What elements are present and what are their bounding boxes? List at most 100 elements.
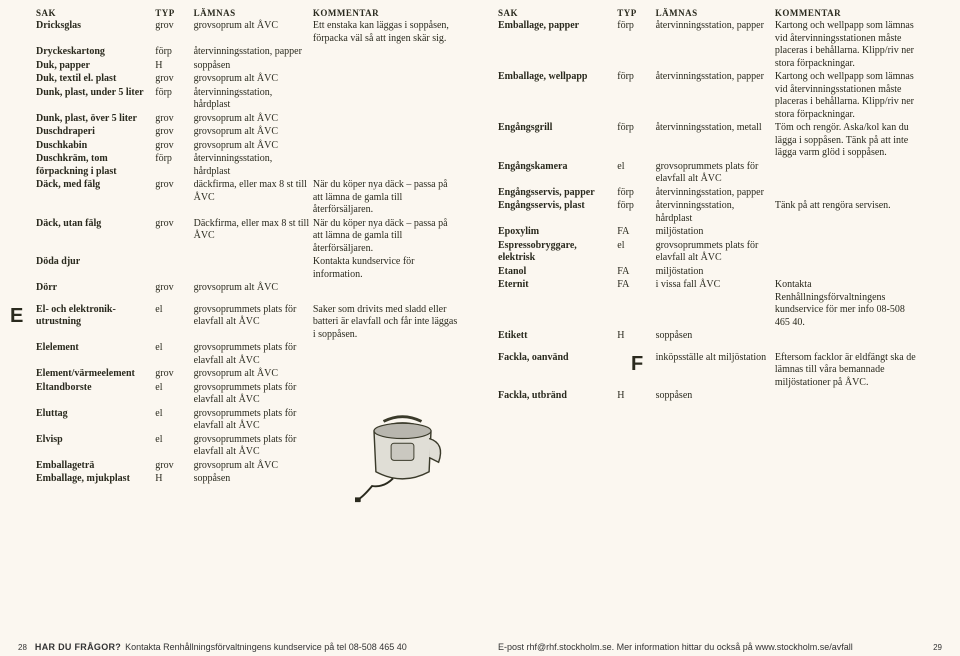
cell-kommentar xyxy=(313,140,462,154)
table-row: Duschdraperigrovgrovsoprum alt ÅVC xyxy=(36,126,462,140)
cell-typ: grov xyxy=(155,282,193,296)
cell-kommentar xyxy=(313,382,462,408)
cell-kommentar xyxy=(313,60,462,74)
cell-kommentar xyxy=(313,368,462,382)
cell-typ: el xyxy=(155,382,193,408)
table-row: El- och elektronik-utrustningEelgrovsopr… xyxy=(36,304,462,343)
cell-kommentar xyxy=(313,342,462,368)
cell-typ: H xyxy=(155,473,193,487)
cell-sak: Element/värmeelement xyxy=(36,368,155,382)
footer-left: 28 HAR DU FRÅGOR? Kontakta Renhållningsf… xyxy=(0,642,480,652)
cell-kommentar: Kartong och wellpapp som lämnas vid åter… xyxy=(775,71,924,122)
cell-typ: el xyxy=(155,304,193,343)
cell-typ: förp xyxy=(155,87,193,113)
cell-kommentar xyxy=(313,153,462,179)
cell-sak: Engångsservis, papper xyxy=(498,187,617,201)
table-row: Element/värmeelementgrovgrovsoprum alt Å… xyxy=(36,368,462,382)
cell-typ: grov xyxy=(155,20,193,46)
cell-sak: El- och elektronik-utrustningE xyxy=(36,304,155,343)
cell-kommentar xyxy=(775,330,924,344)
table-row: Eltandborsteelgrovsoprummets plats för e… xyxy=(36,382,462,408)
cell-sak: Emballage, mjukplast xyxy=(36,473,155,487)
col-typ: TYP xyxy=(617,8,655,20)
cell-lamnas: grovsoprummets plats för elavfall alt ÅV… xyxy=(194,304,313,343)
cell-sak: Eluttag xyxy=(36,408,155,434)
page-spread: SAK TYP LÄMNAS KOMMENTAR Dricksglasgrovg… xyxy=(0,0,960,620)
cell-sak: Engångskamera xyxy=(498,161,617,187)
cell-sak: Dunk, plast, över 5 liter xyxy=(36,113,155,127)
cell-typ: FA xyxy=(617,226,655,240)
cell-sak: Däck, med fälg xyxy=(36,179,155,218)
cell-lamnas: grovsoprum alt ÅVC xyxy=(194,73,313,87)
cell-kommentar xyxy=(313,113,462,127)
cell-typ: grov xyxy=(155,460,193,474)
cell-typ: förp xyxy=(617,71,655,122)
cell-lamnas: grovsoprummets plats för elavfall alt ÅV… xyxy=(656,161,775,187)
cell-typ: grov xyxy=(155,179,193,218)
cell-lamnas: soppåsen xyxy=(194,60,313,74)
footer-left-text: Kontakta Renhållningsförvaltningens kund… xyxy=(125,642,407,652)
cell-typ: grov xyxy=(155,73,193,87)
cell-sak: Dricksglas xyxy=(36,20,155,46)
cell-lamnas: inköpsställe alt miljöstation xyxy=(656,352,775,391)
cell-lamnas: grovsoprum alt ÅVC xyxy=(194,126,313,140)
cell-sak: Etanol xyxy=(498,266,617,280)
cell-kommentar xyxy=(775,161,924,187)
cell-kommentar xyxy=(775,226,924,240)
table-row: EternitFAi vissa fall ÅVCKontakta Renhål… xyxy=(498,279,924,330)
cell-sak: Engångsservis, plast xyxy=(498,200,617,226)
cell-lamnas: grovsoprummets plats för elavfall alt ÅV… xyxy=(194,382,313,408)
cell-sak: Elelement xyxy=(36,342,155,368)
cell-lamnas xyxy=(194,256,313,282)
cell-lamnas: grovsoprum alt ÅVC xyxy=(194,282,313,296)
cell-typ: el xyxy=(155,342,193,368)
table-row: Engångsservis, plastförpåtervinningsstat… xyxy=(498,200,924,226)
section-letter: F xyxy=(631,352,643,377)
cell-lamnas: grovsoprummets plats för elavfall alt ÅV… xyxy=(194,342,313,368)
cell-lamnas: återvinningsstation, papper xyxy=(656,20,775,71)
table-row: Döda djurKontakta kundservice för inform… xyxy=(36,256,462,282)
cell-kommentar: När du köper nya däck – passa på att läm… xyxy=(313,179,462,218)
cell-lamnas: grovsoprum alt ÅVC xyxy=(194,460,313,474)
cell-lamnas: återvinningsstation, papper xyxy=(656,71,775,122)
cell-lamnas: soppåsen xyxy=(194,473,313,487)
cell-lamnas: grovsoprummets plats för elavfall alt ÅV… xyxy=(194,434,313,460)
cell-lamnas: återvinningsstation, hårdplast xyxy=(194,87,313,113)
col-kommentar: KOMMENTAR xyxy=(775,8,924,20)
cell-sak: Etikett xyxy=(498,330,617,344)
cell-typ: H xyxy=(617,330,655,344)
table-row: Däck, med fälggrovdäckfirma, eller max 8… xyxy=(36,179,462,218)
cell-lamnas: återvinningsstation, hårdplast xyxy=(194,153,313,179)
cell-typ: förp xyxy=(617,187,655,201)
col-sak: SAK xyxy=(498,8,617,20)
cell-lamnas: miljöstation xyxy=(656,266,775,280)
cell-sak: Eternit xyxy=(498,279,617,330)
cell-typ: grov xyxy=(155,368,193,382)
cell-typ: förp xyxy=(617,200,655,226)
table-row: Elelementelgrovsoprummets plats för elav… xyxy=(36,342,462,368)
cell-typ: grov xyxy=(155,126,193,140)
cell-typ: förp xyxy=(155,46,193,60)
footer-right-text: E-post rhf@rhf.stockholm.se. Mer informa… xyxy=(498,642,853,652)
cell-typ: el xyxy=(155,434,193,460)
cell-typ: el xyxy=(617,161,655,187)
cell-sak: Elvisp xyxy=(36,434,155,460)
table-row: Dörrgrovgrovsoprum alt ÅVC xyxy=(36,282,462,296)
cell-lamnas: återvinningsstation, papper xyxy=(656,187,775,201)
cell-typ: grov xyxy=(155,113,193,127)
cell-typ: FA xyxy=(617,279,655,330)
cell-sak: Döda djur xyxy=(36,256,155,282)
cell-sak: Emballageträ xyxy=(36,460,155,474)
cell-sak: Duk, textil el. plast xyxy=(36,73,155,87)
cell-sak: Dryckeskartong xyxy=(36,46,155,60)
cell-sak: Duk, papper xyxy=(36,60,155,74)
table-row: Duk, textil el. plastgrovgrovsoprum alt … xyxy=(36,73,462,87)
table-row: EtikettHsoppåsen xyxy=(498,330,924,344)
cell-typ: el xyxy=(155,408,193,434)
cell-lamnas: återvinningsstation, papper xyxy=(194,46,313,60)
cell-kommentar: Kontakta Renhållningsförvaltningens kund… xyxy=(775,279,924,330)
table-row: Dunk, plast, under 5 literförpåtervinnin… xyxy=(36,87,462,113)
cell-sak: Duschdraperi xyxy=(36,126,155,140)
cell-sak: Duschkräm, tom förpackning i plast xyxy=(36,153,155,179)
table-row: Dryckeskartongförpåtervinningsstation, p… xyxy=(36,46,462,60)
